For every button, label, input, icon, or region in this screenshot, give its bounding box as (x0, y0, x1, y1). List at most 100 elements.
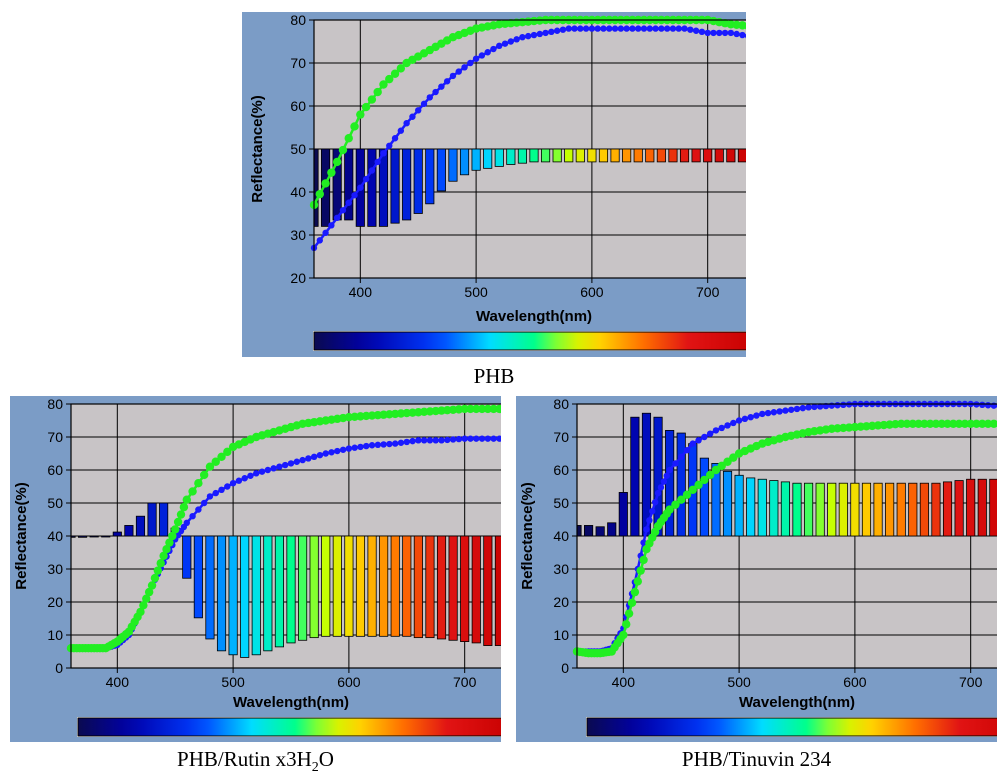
series-blue-point (380, 441, 387, 448)
series-blue-point (473, 435, 480, 442)
bar (367, 148, 377, 227)
series-green-point (176, 510, 186, 519)
series-blue-point (322, 450, 329, 457)
series-green-point (159, 551, 168, 560)
series-green-point (150, 573, 160, 583)
bar (298, 535, 308, 641)
series-blue-point (357, 443, 364, 451)
series-green-point (954, 419, 964, 428)
series-green-point (385, 74, 394, 84)
series-green-point (223, 447, 232, 457)
series-blue-point (666, 466, 673, 474)
series-green-point (627, 598, 637, 608)
bar (182, 535, 192, 579)
series-green-point (327, 168, 336, 177)
bar (321, 535, 331, 637)
series-green-point (179, 502, 189, 512)
series-green-point (943, 419, 952, 428)
bar (679, 148, 690, 163)
series-blue-point (443, 78, 451, 85)
series-blue-point (420, 437, 428, 444)
series-green-point (729, 453, 738, 462)
x-tick-label: 600 (843, 674, 867, 690)
series-green-point (619, 630, 628, 640)
y-tick-label: 60 (290, 98, 306, 114)
series-green-point (356, 110, 365, 119)
series-blue-point (635, 25, 642, 32)
series-blue-point (403, 120, 410, 127)
bar (448, 535, 458, 641)
series-blue-point (362, 175, 370, 183)
bar (263, 535, 273, 652)
series-blue-point (733, 30, 740, 38)
series-blue-point (426, 94, 433, 101)
bar (240, 535, 250, 658)
bar (425, 535, 435, 639)
series-blue-point (339, 207, 347, 214)
series-blue-point (357, 184, 364, 191)
x-tick-label: 400 (349, 284, 373, 300)
x-tick-label: 400 (612, 674, 636, 690)
series-blue-point (438, 83, 445, 90)
series-green-point (460, 404, 469, 414)
series-green-point (466, 404, 475, 414)
series-green-point (983, 419, 993, 428)
caption-rutin-tail: O (318, 747, 334, 771)
bar (436, 148, 446, 192)
bar (757, 478, 767, 537)
y-tick-label: 20 (47, 594, 63, 610)
series-green-point (367, 95, 377, 104)
bar (714, 148, 724, 163)
series-blue-point (380, 150, 387, 157)
bar (584, 525, 594, 537)
series-blue-point (455, 68, 462, 75)
series-blue-point (788, 406, 795, 413)
series-blue-point (698, 28, 706, 36)
series-blue-point (739, 31, 746, 39)
series-blue-point (816, 403, 824, 410)
bar (390, 535, 400, 637)
series-blue-point (212, 489, 219, 497)
series-blue-point (310, 453, 318, 460)
bar (575, 148, 585, 163)
y-tick-label: 80 (290, 12, 306, 28)
series-blue-point (663, 472, 670, 479)
bar (780, 481, 790, 537)
bar (622, 148, 632, 163)
series-blue-point (368, 442, 376, 449)
series-blue-point (247, 472, 254, 479)
bar (711, 463, 721, 537)
bar (313, 148, 319, 227)
series-blue-point (276, 463, 283, 470)
bar (344, 148, 354, 221)
y-tick-label: 40 (290, 184, 306, 200)
chart-panel-phb: 20304050607080-20-1001020400500600700Wav… (242, 12, 746, 357)
series-green-point (723, 457, 732, 466)
series-blue-point (692, 27, 700, 34)
series-blue-point (339, 446, 347, 453)
series-green-point (477, 404, 487, 414)
series-blue-point (253, 470, 260, 477)
series-blue-point (782, 407, 789, 414)
bar (70, 535, 76, 538)
bar (147, 502, 157, 537)
bar (494, 535, 501, 646)
y-tick-label: 10 (553, 627, 569, 643)
series-blue-point (718, 424, 725, 432)
series-blue-point (672, 460, 679, 467)
series-blue-point (461, 435, 468, 442)
caption-rutin-text: PHB/Rutin x3H (177, 747, 312, 771)
chart-svg-tinuvin: 01020304050607080-10010400500600700Wavel… (519, 396, 997, 737)
series-green-point (361, 102, 371, 112)
series-blue-point (432, 437, 439, 444)
series-blue-point (683, 447, 691, 454)
x-axis-label: Wavelength(nm) (233, 694, 349, 711)
series-green-point (622, 620, 631, 629)
bar (734, 474, 744, 537)
bar (873, 482, 883, 537)
series-blue-point (805, 404, 812, 411)
series-blue-point (669, 25, 677, 32)
bar (699, 457, 709, 537)
series-blue-point (270, 465, 277, 472)
series-green-point (677, 495, 686, 504)
